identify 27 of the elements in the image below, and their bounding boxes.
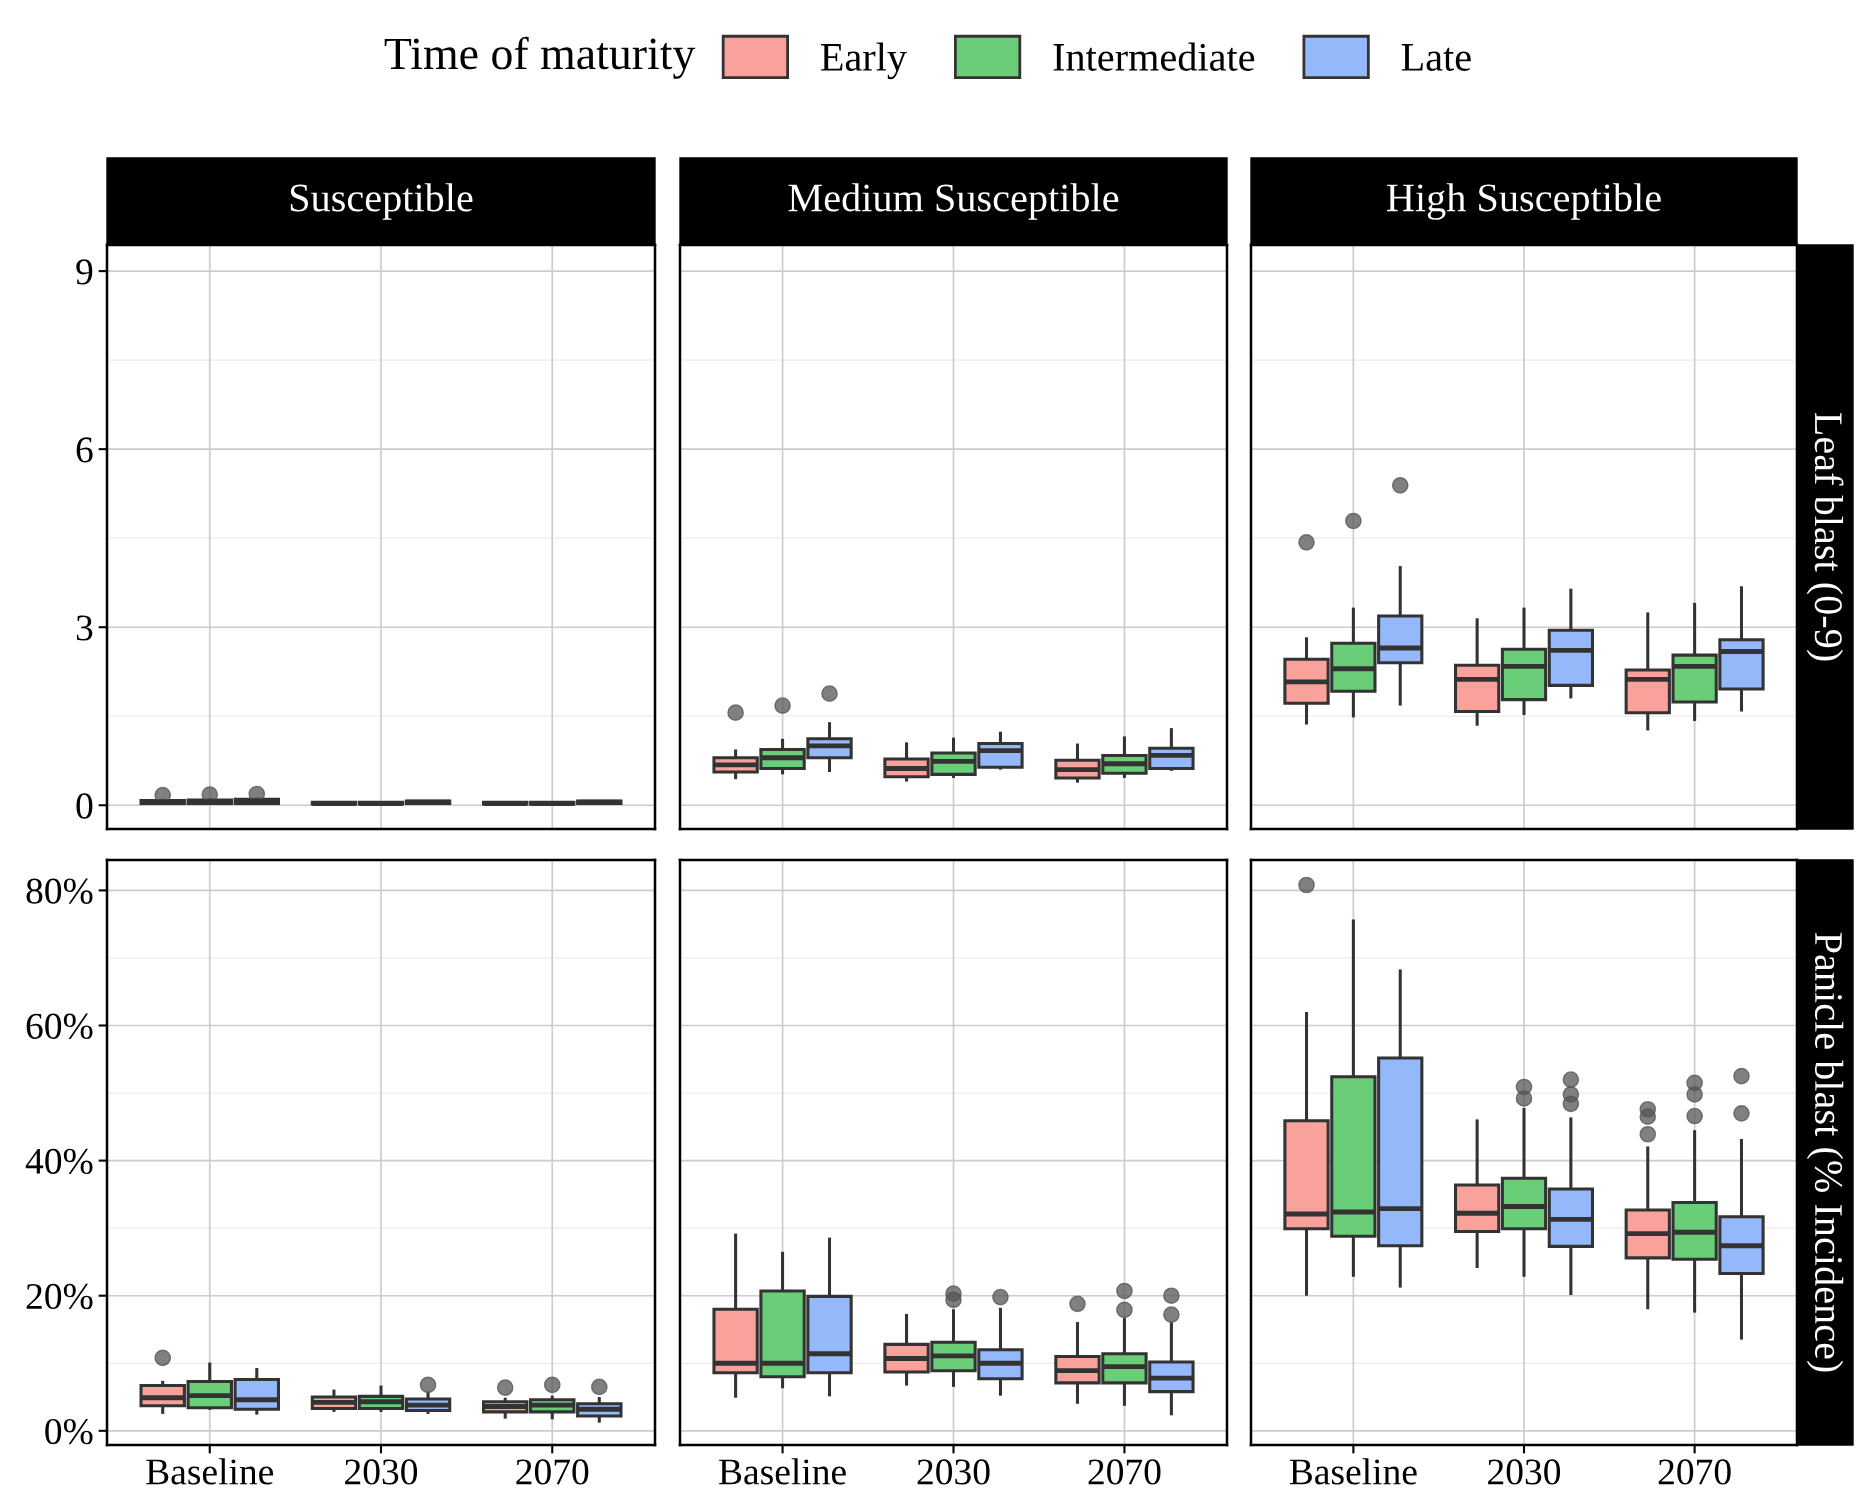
x-tick-label: 2070: [1658, 1459, 1731, 1485]
x-tick-label: 2070: [1088, 1459, 1161, 1485]
y-tick-label: 9: [76, 259, 93, 285]
x-tick-label: 2070: [516, 1459, 589, 1485]
legend-label: Intermediate: [1053, 42, 1255, 71]
x-tick-label: 2030: [345, 1459, 418, 1485]
y-tick-label: 3: [76, 615, 93, 641]
legend-label: Early: [820, 42, 907, 80]
chart-title: High Susceptible: [1387, 183, 1661, 220]
y-tick-label: 80%: [26, 878, 93, 904]
x-tick-label: 2030: [1488, 1459, 1561, 1485]
chart-title: Medium Susceptible: [788, 183, 1119, 220]
x-tick-label: Baseline: [146, 1458, 274, 1485]
y-tick-label: 0: [76, 793, 93, 819]
x-tick-label: Baseline: [1289, 1458, 1417, 1485]
legend-title: Time of maturity: [384, 36, 696, 79]
legend-label: Late: [1401, 44, 1471, 71]
y-tick-label: 20%: [26, 1283, 93, 1310]
chart-title: Susceptible: [290, 183, 473, 220]
y-tick-label: 6: [76, 437, 93, 463]
y-tick-label: 40%: [25, 1148, 93, 1175]
y2-axis-title: Leaf blast (0-9): [1806, 412, 1844, 661]
x-tick-label: Baseline: [719, 1458, 846, 1485]
y-tick-label: 0%: [45, 1418, 93, 1445]
x-tick-label: 2030: [917, 1459, 990, 1485]
y2-axis-title: Panicle blast (% Incidence): [1806, 932, 1844, 1372]
y-tick-label: 60%: [26, 1013, 93, 1040]
